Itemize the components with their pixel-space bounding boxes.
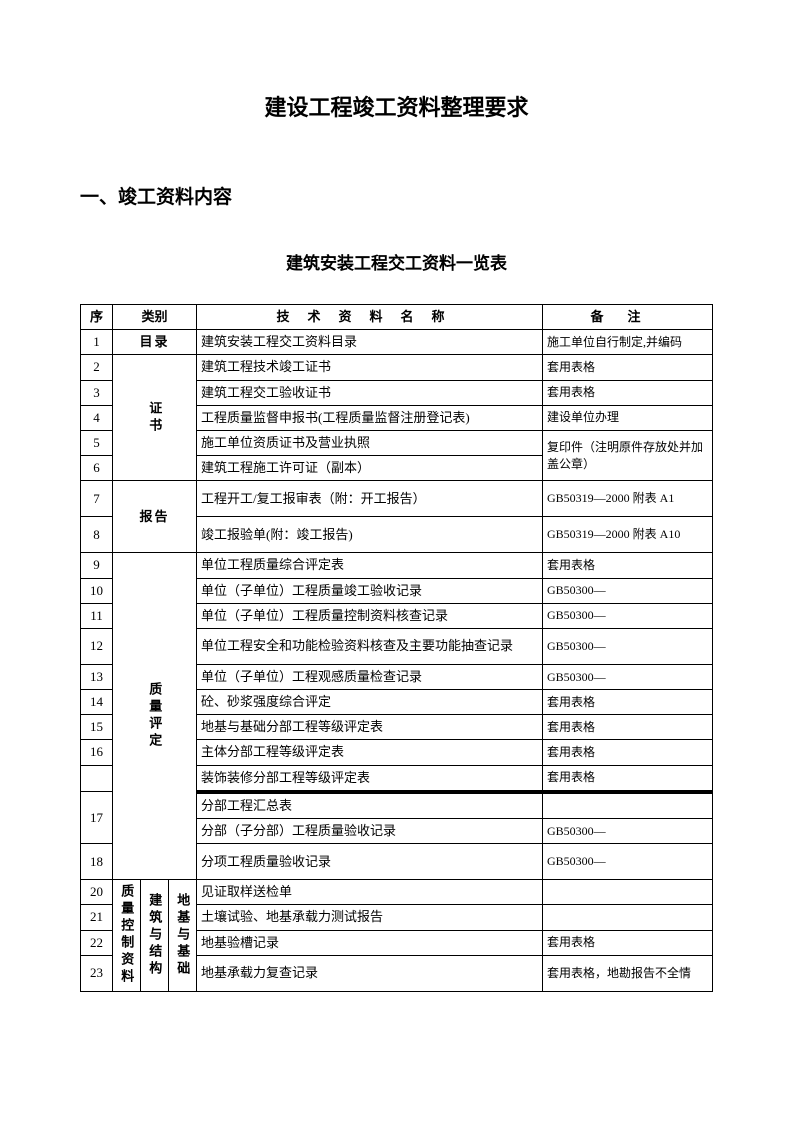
cell-seq: 9 bbox=[81, 553, 113, 578]
main-title: 建设工程竣工资料整理要求 bbox=[80, 90, 713, 122]
cell-remark: GB50319—2000 附表 A10 bbox=[543, 517, 713, 553]
cell-remark: GB50300— bbox=[543, 603, 713, 628]
cell-seq: 22 bbox=[81, 930, 113, 955]
cell-remark: GB50300— bbox=[543, 578, 713, 603]
cell-name: 分部工程汇总表 bbox=[197, 792, 543, 819]
cell-remark: 套用表格，地勘报告不全情 bbox=[543, 955, 713, 991]
cell-seq: 13 bbox=[81, 664, 113, 689]
table-row: 9 质量评定 单位工程质量综合评定表 套用表格 bbox=[81, 553, 713, 578]
cell-seq: 7 bbox=[81, 481, 113, 517]
cell-remark: GB50300— bbox=[543, 844, 713, 880]
table-row: 1 目录 建筑安装工程交工资料目录 施工单位自行制定,并编码 bbox=[81, 330, 713, 355]
cell-name: 工程开工/复工报审表（附：开工报告） bbox=[197, 481, 543, 517]
cell-remark: GB50319—2000 附表 A1 bbox=[543, 481, 713, 517]
cell-name: 主体分部工程等级评定表 bbox=[197, 740, 543, 765]
cat-jianzhu-jiegou: 建筑与结构 bbox=[141, 880, 169, 992]
cell-name: 地基验槽记录 bbox=[197, 930, 543, 955]
cell-name: 建筑工程交工验收证书 bbox=[197, 380, 543, 405]
doc-table: 序 类别 技术资料名称 备注 1 目录 建筑安装工程交工资料目录 施工单位自行制… bbox=[80, 304, 713, 992]
cell-name: 建筑工程技术竣工证书 bbox=[197, 355, 543, 380]
cell-remark: 套用表格 bbox=[543, 690, 713, 715]
cell-seq: 21 bbox=[81, 905, 113, 930]
cell-name: 分项工程质量验收记录 bbox=[197, 844, 543, 880]
cell-seq: 1 bbox=[81, 330, 113, 355]
cell-name: 地基承载力复查记录 bbox=[197, 955, 543, 991]
cat-baogao: 报告 bbox=[113, 481, 197, 553]
cell-name: 土壤试验、地基承载力测试报告 bbox=[197, 905, 543, 930]
cell-seq: 14 bbox=[81, 690, 113, 715]
cell-name: 竣工报验单(附：竣工报告) bbox=[197, 517, 543, 553]
cell-seq: 12 bbox=[81, 628, 113, 664]
cell-seq: 11 bbox=[81, 603, 113, 628]
cell-seq: 15 bbox=[81, 715, 113, 740]
cat-mulu: 目录 bbox=[113, 330, 197, 355]
cat-diji-jichu: 地基与基础 bbox=[169, 880, 197, 992]
cell-remark: 复印件（注明原件存放处并加盖公章） bbox=[543, 430, 713, 480]
section-heading: 一、竣工资料内容 bbox=[80, 182, 713, 209]
cell-remark: 套用表格 bbox=[543, 740, 713, 765]
cell-name: 建筑安装工程交工资料目录 bbox=[197, 330, 543, 355]
cell-name: 建筑工程施工许可证（副本） bbox=[197, 456, 543, 481]
cell-seq: 8 bbox=[81, 517, 113, 553]
cell-remark: 套用表格 bbox=[543, 380, 713, 405]
cell-seq: 5 bbox=[81, 430, 113, 455]
cell-remark: 施工单位自行制定,并编码 bbox=[543, 330, 713, 355]
table-row: 20 质量控制资料 建筑与结构 地基与基础 见证取样送检单 bbox=[81, 880, 713, 905]
cell-seq: 20 bbox=[81, 880, 113, 905]
cell-remark: 套用表格 bbox=[543, 355, 713, 380]
page: 建设工程竣工资料整理要求 一、竣工资料内容 建筑安装工程交工资料一览表 序 类别… bbox=[0, 0, 793, 1122]
cell-seq: 4 bbox=[81, 405, 113, 430]
cell-name: 装饰装修分部工程等级评定表 bbox=[197, 765, 543, 792]
cat-zhengshu: 证书 bbox=[113, 355, 197, 481]
cell-name: 砼、砂浆强度综合评定 bbox=[197, 690, 543, 715]
cell-remark bbox=[543, 905, 713, 930]
cell-remark: 套用表格 bbox=[543, 715, 713, 740]
table-title: 建筑安装工程交工资料一览表 bbox=[80, 249, 713, 274]
cell-seq: 3 bbox=[81, 380, 113, 405]
cell-remark bbox=[543, 880, 713, 905]
cell-seq: 6 bbox=[81, 456, 113, 481]
cell-remark: GB50300— bbox=[543, 819, 713, 844]
cell-name: 施工单位资质证书及营业执照 bbox=[197, 430, 543, 455]
cell-seq: 16 bbox=[81, 740, 113, 765]
cell-name: 地基与基础分部工程等级评定表 bbox=[197, 715, 543, 740]
header-name: 技术资料名称 bbox=[197, 305, 543, 330]
cell-name: 见证取样送检单 bbox=[197, 880, 543, 905]
cat-zhiliang-kongzhi: 质量控制资料 bbox=[113, 880, 141, 992]
cell-remark: 建设单位办理 bbox=[543, 405, 713, 430]
cell-name: 单位工程安全和功能检验资料核查及主要功能抽查记录 bbox=[197, 628, 543, 664]
header-category: 类别 bbox=[113, 305, 197, 330]
cell-seq: 18 bbox=[81, 844, 113, 880]
header-remark: 备注 bbox=[543, 305, 713, 330]
cell-remark: 套用表格 bbox=[543, 765, 713, 792]
table-row: 7 报告 工程开工/复工报审表（附：开工报告） GB50319—2000 附表 … bbox=[81, 481, 713, 517]
header-seq: 序 bbox=[81, 305, 113, 330]
cell-name: 工程质量监督申报书(工程质量监督注册登记表) bbox=[197, 405, 543, 430]
cell-seq bbox=[81, 765, 113, 792]
cell-seq: 2 bbox=[81, 355, 113, 380]
table-row: 2 证书 建筑工程技术竣工证书 套用表格 bbox=[81, 355, 713, 380]
cell-seq: 23 bbox=[81, 955, 113, 991]
cell-seq: 10 bbox=[81, 578, 113, 603]
cell-remark: 套用表格 bbox=[543, 553, 713, 578]
cell-name: 单位工程质量综合评定表 bbox=[197, 553, 543, 578]
cell-remark bbox=[543, 792, 713, 819]
cell-remark: 套用表格 bbox=[543, 930, 713, 955]
cell-remark: GB50300— bbox=[543, 664, 713, 689]
cell-seq: 17 bbox=[81, 792, 113, 844]
cell-name: 单位（子单位）工程质量控制资料核查记录 bbox=[197, 603, 543, 628]
table-header-row: 序 类别 技术资料名称 备注 bbox=[81, 305, 713, 330]
cell-name: 分部（子分部）工程质量验收记录 bbox=[197, 819, 543, 844]
cell-name: 单位（子单位）工程观感质量检查记录 bbox=[197, 664, 543, 689]
cat-zhiliang-pingding: 质量评定 bbox=[113, 553, 197, 880]
cell-remark: GB50300— bbox=[543, 628, 713, 664]
cell-name: 单位（子单位）工程质量竣工验收记录 bbox=[197, 578, 543, 603]
